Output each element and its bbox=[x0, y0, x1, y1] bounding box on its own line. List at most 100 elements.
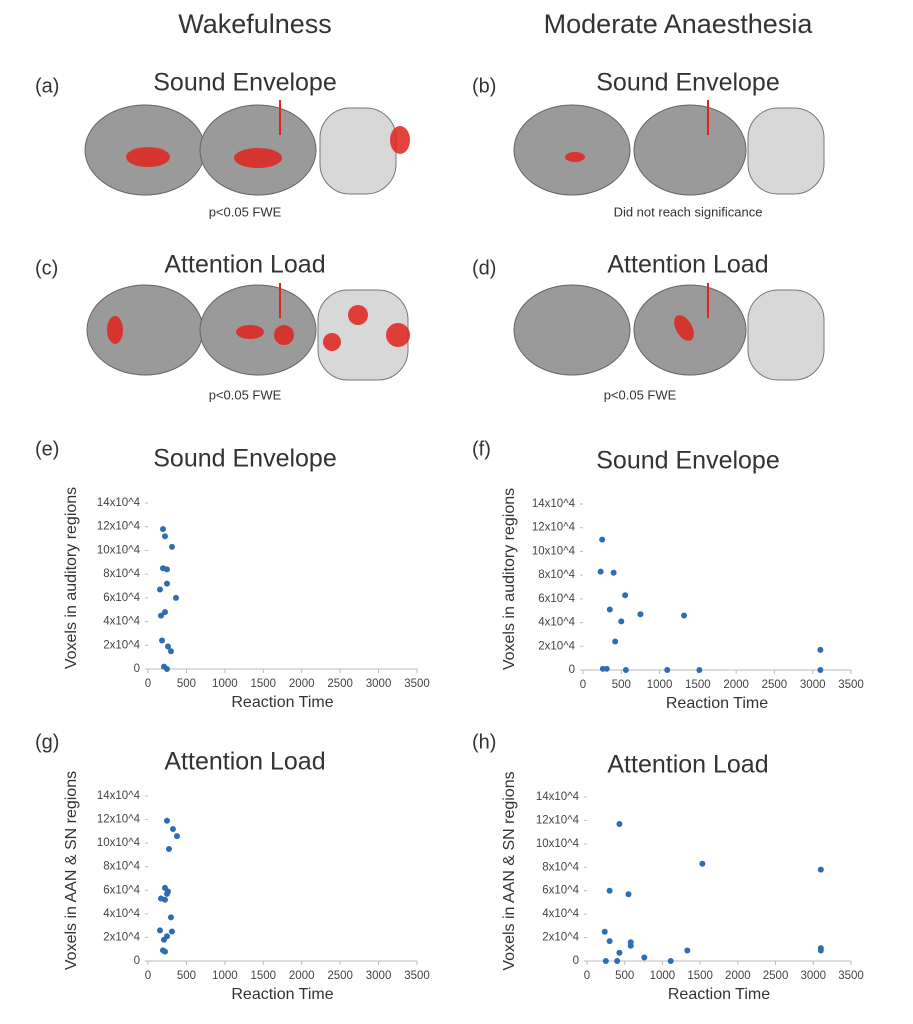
x-tick-label: 3000 bbox=[800, 970, 826, 982]
y-tick-label: 6x10^4 bbox=[538, 593, 575, 605]
y-tick-label: 4x10^4 bbox=[542, 908, 579, 920]
panel-title: Attention Load bbox=[164, 251, 325, 279]
chart-title: Sound Envelope bbox=[153, 445, 336, 473]
data-point bbox=[599, 536, 606, 543]
x-tick-label: 3000 bbox=[366, 970, 392, 982]
y-axis-label: Voxels in AAN & SN regions bbox=[63, 771, 80, 970]
y-tick-label: 0 bbox=[569, 664, 575, 676]
data-point bbox=[161, 533, 168, 540]
x-tick-label: 2500 bbox=[327, 678, 353, 690]
x-tick-label: 3000 bbox=[366, 678, 392, 690]
x-tick-label: 0 bbox=[145, 970, 151, 982]
data-point bbox=[637, 611, 644, 618]
data-point bbox=[622, 667, 629, 673]
y-tick-label: 8x10^4 bbox=[103, 861, 140, 873]
x-tick-label: 500 bbox=[177, 678, 196, 690]
x-tick-label: 1000 bbox=[212, 970, 238, 982]
y-tick-label: 8x10^4 bbox=[103, 568, 140, 580]
y-tick-label: 8x10^4 bbox=[538, 569, 575, 581]
panel-label: (c) bbox=[35, 257, 58, 279]
data-point bbox=[161, 948, 168, 955]
x-axis-label: Reaction Time bbox=[231, 986, 333, 1003]
x-tick-label: 1000 bbox=[650, 970, 676, 982]
brain-images bbox=[513, 283, 825, 381]
y-axis-label: Voxels in auditory regions bbox=[63, 487, 80, 669]
y-tick-label: 14x10^4 bbox=[532, 498, 576, 510]
data-point bbox=[156, 586, 163, 593]
panel-title: Attention Load bbox=[607, 251, 768, 279]
significance-note: Did not reach significance bbox=[614, 204, 763, 219]
data-point bbox=[156, 927, 163, 934]
y-tick-label: 4x10^4 bbox=[103, 908, 140, 920]
y-tick-label: 2x10^4 bbox=[103, 639, 140, 651]
data-point bbox=[173, 833, 180, 840]
x-tick-label: 3500 bbox=[404, 678, 430, 690]
y-tick-label: 10x10^4 bbox=[97, 544, 141, 556]
brain-images bbox=[86, 283, 410, 381]
data-point bbox=[158, 637, 165, 644]
x-tick-label: 2000 bbox=[723, 679, 749, 691]
data-point bbox=[164, 643, 171, 650]
x-tick-label: 1500 bbox=[685, 679, 711, 691]
panel-title: Sound Envelope bbox=[596, 69, 779, 97]
data-point bbox=[817, 646, 824, 653]
x-tick-label: 2000 bbox=[289, 970, 315, 982]
data-point bbox=[667, 958, 674, 964]
data-point bbox=[163, 580, 170, 587]
data-point bbox=[625, 891, 632, 898]
y-axis-label: Voxels in auditory regions bbox=[501, 488, 518, 670]
y-tick-label: 4x10^4 bbox=[538, 617, 575, 629]
data-point bbox=[641, 954, 648, 961]
x-tick-label: 500 bbox=[177, 970, 196, 982]
significance-note: p<0.05 FWE bbox=[604, 387, 677, 402]
y-tick-label: 12x10^4 bbox=[536, 814, 580, 826]
data-point bbox=[172, 594, 179, 601]
data-point bbox=[161, 896, 168, 903]
panel-label: (b) bbox=[472, 75, 496, 97]
x-axis-label: Reaction Time bbox=[666, 695, 768, 712]
x-tick-label: 0 bbox=[145, 678, 151, 690]
data-point bbox=[157, 612, 164, 619]
y-tick-label: 12x10^4 bbox=[97, 814, 141, 826]
data-point bbox=[817, 866, 824, 873]
data-point bbox=[159, 526, 166, 533]
data-point bbox=[168, 543, 175, 550]
y-tick-label: 14x10^4 bbox=[97, 497, 141, 509]
panel-label: (a) bbox=[35, 75, 59, 97]
x-tick-label: 1500 bbox=[250, 970, 276, 982]
panel-label: (d) bbox=[472, 257, 496, 279]
data-point bbox=[167, 648, 174, 655]
x-tick-label: 1000 bbox=[647, 679, 673, 691]
data-point bbox=[169, 826, 176, 832]
x-tick-label: 1000 bbox=[212, 678, 238, 690]
x-tick-label: 2500 bbox=[327, 970, 353, 982]
data-point bbox=[614, 958, 621, 964]
data-point bbox=[601, 928, 608, 935]
data-point bbox=[817, 667, 824, 673]
data-point bbox=[163, 566, 170, 573]
data-point bbox=[616, 949, 623, 956]
y-tick-label: 12x10^4 bbox=[97, 521, 141, 533]
data-point bbox=[603, 665, 610, 672]
x-tick-label: 0 bbox=[584, 970, 590, 982]
data-point bbox=[696, 667, 703, 673]
y-tick-label: 4x10^4 bbox=[103, 616, 140, 628]
data-point bbox=[602, 958, 609, 964]
data-point bbox=[606, 938, 613, 945]
x-tick-label: 2000 bbox=[725, 970, 751, 982]
x-tick-label: 2000 bbox=[289, 678, 315, 690]
y-tick-label: 14x10^4 bbox=[536, 791, 580, 803]
y-tick-label: 6x10^4 bbox=[103, 884, 140, 896]
panel-label: (g) bbox=[35, 731, 59, 753]
data-point bbox=[612, 638, 619, 645]
chart-title: Attention Load bbox=[164, 748, 325, 776]
x-tick-label: 0 bbox=[580, 679, 586, 691]
column-title: Wakefulness bbox=[178, 9, 332, 39]
panel-label: (e) bbox=[35, 438, 59, 460]
data-point bbox=[168, 928, 175, 935]
panel-label: (h) bbox=[472, 731, 496, 753]
y-tick-label: 0 bbox=[573, 955, 579, 967]
data-point bbox=[161, 609, 168, 616]
y-tick-label: 2x10^4 bbox=[542, 932, 579, 944]
